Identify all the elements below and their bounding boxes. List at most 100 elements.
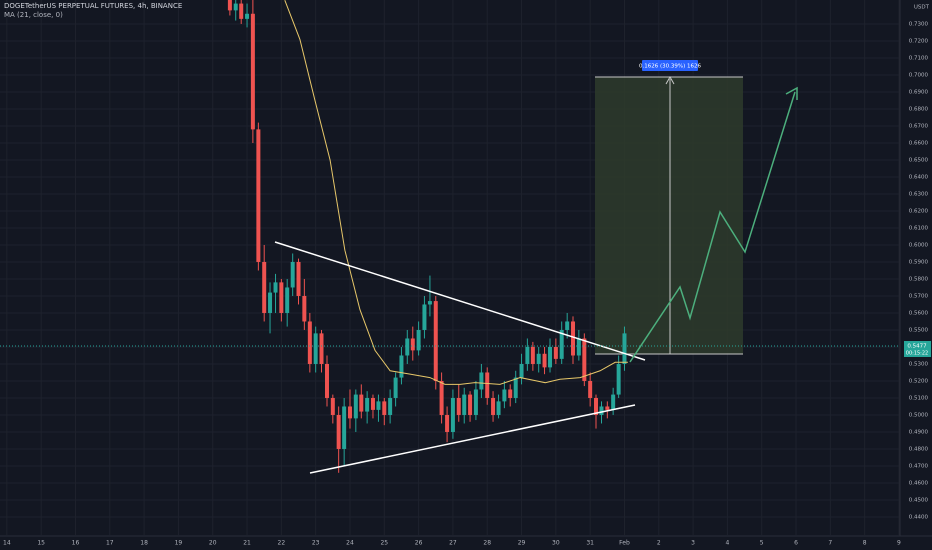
candle-body (559, 329, 564, 359)
y-tick-label: 0.6200 (909, 208, 929, 214)
candle-body (542, 353, 547, 368)
x-tick-label: 21 (243, 540, 251, 547)
candle-body (422, 304, 427, 330)
x-tick-label: 15 (37, 540, 45, 547)
x-tick-label: 22 (278, 540, 286, 547)
candle-body (593, 397, 598, 415)
y-tick-label: 0.4800 (909, 446, 929, 452)
y-tick-label: 0.5200 (909, 378, 929, 384)
candle-body (307, 321, 312, 364)
candle-body (250, 13, 255, 130)
current-price-box (904, 341, 931, 357)
candle-body (508, 389, 513, 398)
candle-body (485, 372, 490, 398)
time-axis (0, 536, 932, 550)
candle-body (468, 394, 473, 415)
candle-body (279, 282, 284, 313)
candle-body (319, 333, 324, 364)
candle-body (382, 401, 387, 415)
x-tick-label: 18 (140, 540, 148, 547)
x-tick-label: 6 (794, 540, 798, 547)
candle-body (553, 346, 558, 359)
y-tick-label: 0.5800 (909, 276, 929, 282)
y-tick-label: 0.4600 (909, 480, 929, 486)
plot (227, 0, 628, 473)
y-tick-label: 0.6000 (909, 242, 929, 248)
x-tick-label: 19 (175, 540, 183, 547)
x-tick-label: 29 (518, 540, 526, 547)
candle-body (576, 338, 581, 356)
candle-body (370, 397, 375, 410)
position-label-box (642, 60, 698, 71)
y-tick-label: 0.6900 (909, 89, 929, 95)
candle-body (588, 380, 593, 398)
header-indicator: MA (21, close, 0) (4, 11, 63, 19)
projection-arrow (785, 86, 798, 100)
candle-body (427, 301, 432, 305)
candle-body (262, 261, 267, 313)
trend-line-upper (274, 241, 646, 361)
candle-body (405, 338, 410, 356)
candle-body (256, 129, 261, 262)
current-price: 0.5477 (907, 344, 927, 350)
candle-body (513, 377, 518, 398)
position-box (595, 77, 743, 354)
x-tick-label: 2 (657, 540, 661, 547)
candle-body (479, 372, 484, 390)
y-tick-label: 0.4900 (909, 429, 929, 435)
candle-body (365, 397, 370, 412)
x-tick-label: 23 (312, 540, 320, 547)
candle-body (245, 13, 250, 19)
x-tick-label: 31 (586, 540, 594, 547)
currency: USDT (914, 5, 930, 11)
x-tick-label: 4 (725, 540, 729, 547)
candle-body (342, 406, 347, 449)
candle-body (416, 329, 421, 351)
candle-body (496, 401, 501, 415)
x-tick-label: 24 (346, 540, 354, 547)
y-tick-label: 0.6800 (909, 106, 929, 112)
trend-line-lower (309, 404, 636, 474)
y-tick-label: 0.6600 (909, 140, 929, 146)
y-tick-label: 0.5700 (909, 293, 929, 299)
candle-body (336, 414, 341, 449)
x-tick-label: 17 (106, 540, 114, 547)
x-tick-label: 9 (897, 540, 901, 547)
candle-body (439, 380, 444, 415)
y-tick-label: 0.4400 (909, 514, 929, 520)
candle-body (502, 389, 507, 402)
candle-body (433, 301, 438, 381)
price-axis (900, 0, 932, 550)
candle-body (302, 295, 307, 322)
candle-body (519, 363, 524, 378)
y-tick-label: 0.5500 (909, 327, 929, 333)
candle-body (233, 3, 238, 11)
y-tick-label: 0.4500 (909, 497, 929, 503)
candle-body (239, 3, 244, 19)
y-tick-label: 0.5300 (909, 361, 929, 367)
y-tick-label: 0.7100 (909, 55, 929, 61)
y-tick-label: 0.6700 (909, 123, 929, 129)
y-tick-label: 0.7200 (909, 38, 929, 44)
candle-body (565, 321, 570, 330)
projection-path (629, 91, 796, 363)
x-tick-label: 3 (691, 540, 695, 547)
candle-body (227, 0, 232, 11)
y-tick-label: 0.5000 (909, 412, 929, 418)
candle-body (536, 353, 541, 364)
x-tick-label: 28 (483, 540, 491, 547)
candle-body (456, 397, 461, 415)
y-tick-label: 0.7000 (909, 72, 929, 78)
candle-body (376, 401, 381, 410)
x-tick-label: 26 (415, 540, 423, 547)
candle-body (525, 346, 530, 364)
candle-body (605, 406, 610, 410)
candle-body (611, 394, 616, 410)
y-tick-label: 0.5900 (909, 259, 929, 265)
candle-body (491, 397, 496, 415)
x-tick-label: 16 (72, 540, 80, 547)
x-tick-label: 27 (449, 540, 457, 547)
y-tick-label: 0.4700 (909, 463, 929, 469)
